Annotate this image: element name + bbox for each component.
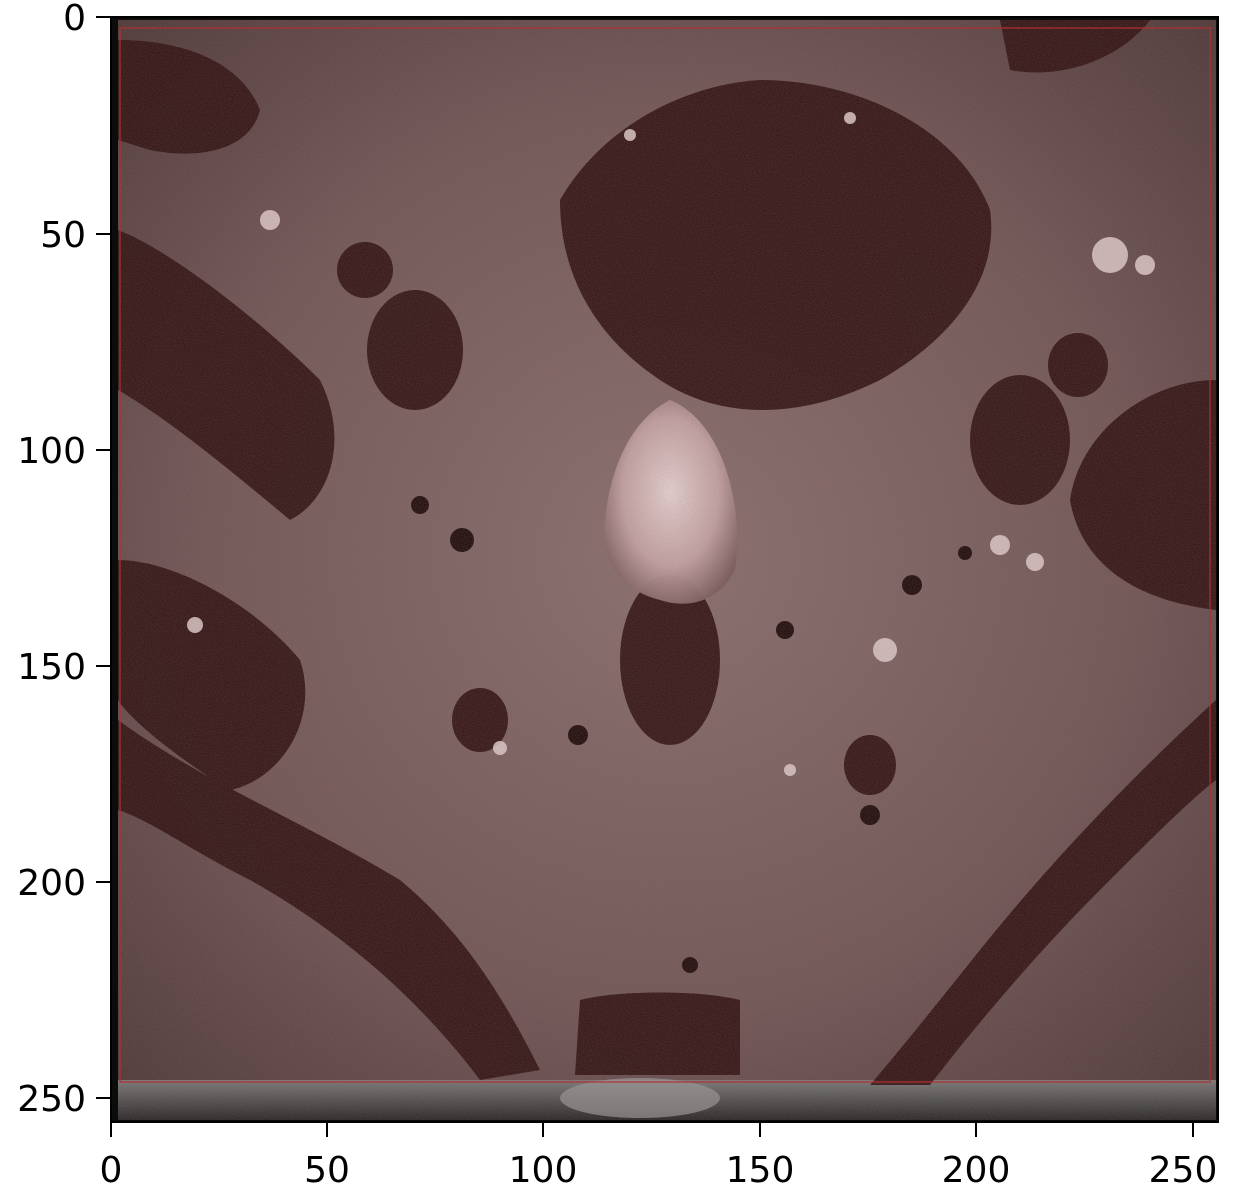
y-tick-label: 150 <box>17 647 86 688</box>
y-tick-label: 0 <box>63 0 86 39</box>
x-tick-label: 250 <box>1149 1150 1218 1191</box>
y-tick-label: 250 <box>17 1079 86 1120</box>
y-tick-label: 100 <box>17 431 86 472</box>
x-tick-label: 0 <box>100 1150 123 1191</box>
y-tick-label: 50 <box>40 215 86 256</box>
y-tick-label: 200 <box>17 863 86 904</box>
x-tick-label: 200 <box>942 1150 1011 1191</box>
y-axis <box>96 16 111 1099</box>
x-tick-label: 50 <box>304 1150 350 1191</box>
axes-frame <box>110 16 1219 1123</box>
x-tick-labels: 0 50 100 150 200 250 <box>100 1150 1218 1191</box>
y-tick-labels: 0 50 100 150 200 250 <box>17 0 86 1120</box>
x-tick-label: 150 <box>726 1150 795 1191</box>
mri-image <box>111 17 1218 1122</box>
x-axis <box>110 1122 1194 1137</box>
overlay-mask-outline <box>119 27 1211 1083</box>
x-tick-label: 100 <box>509 1150 578 1191</box>
